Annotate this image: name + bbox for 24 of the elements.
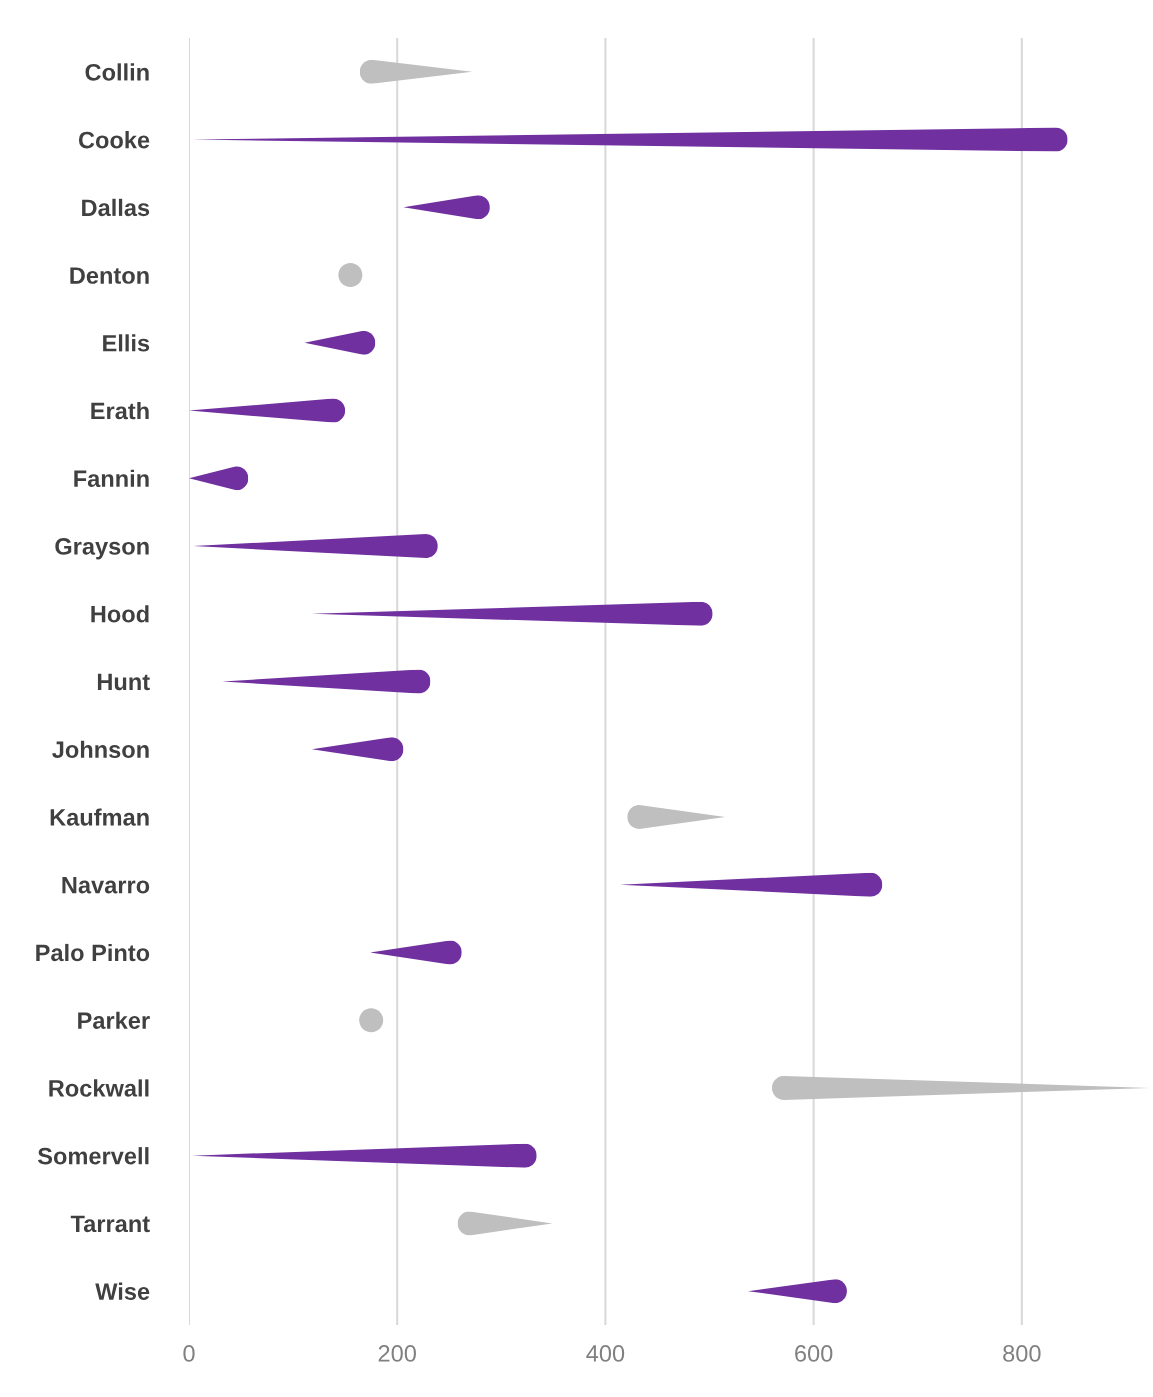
y-tick-label: Fannin xyxy=(74,469,149,488)
y-tick-label: Palo Pinto xyxy=(36,943,150,962)
y-tick-label: Dallas xyxy=(82,198,150,217)
y-tick-label: Cooke xyxy=(78,131,150,149)
y-tick-label: Kaufman xyxy=(50,808,149,826)
y-tick-label: Collin xyxy=(85,63,149,81)
y-tick-label: Navarro xyxy=(62,877,150,894)
y-tick-label: Ellis xyxy=(103,334,150,352)
y-tick-label: Denton xyxy=(70,267,149,284)
y-tick-label: Parker xyxy=(78,1011,150,1029)
y-tick-label: Johnson xyxy=(52,740,149,759)
y-tick-label: Somervell xyxy=(37,1147,149,1165)
y-tick-label: Rockwall xyxy=(49,1079,149,1097)
y-tick-label: Tarrant xyxy=(70,1215,150,1233)
y-tick-label: Hunt xyxy=(97,673,150,691)
x-tick-label: 400 xyxy=(586,1345,625,1362)
y-tick-label: Grayson xyxy=(55,538,149,560)
x-tick-label: 0 xyxy=(183,1345,195,1362)
x-tick-label: 200 xyxy=(378,1345,416,1362)
y-tick-label: Hood xyxy=(91,605,149,623)
x-tick-label: 800 xyxy=(1003,1345,1041,1362)
x-tick-label: 600 xyxy=(795,1345,833,1362)
y-tick-label: Wise xyxy=(95,1282,150,1300)
y-tick-label: Erath xyxy=(91,402,149,420)
